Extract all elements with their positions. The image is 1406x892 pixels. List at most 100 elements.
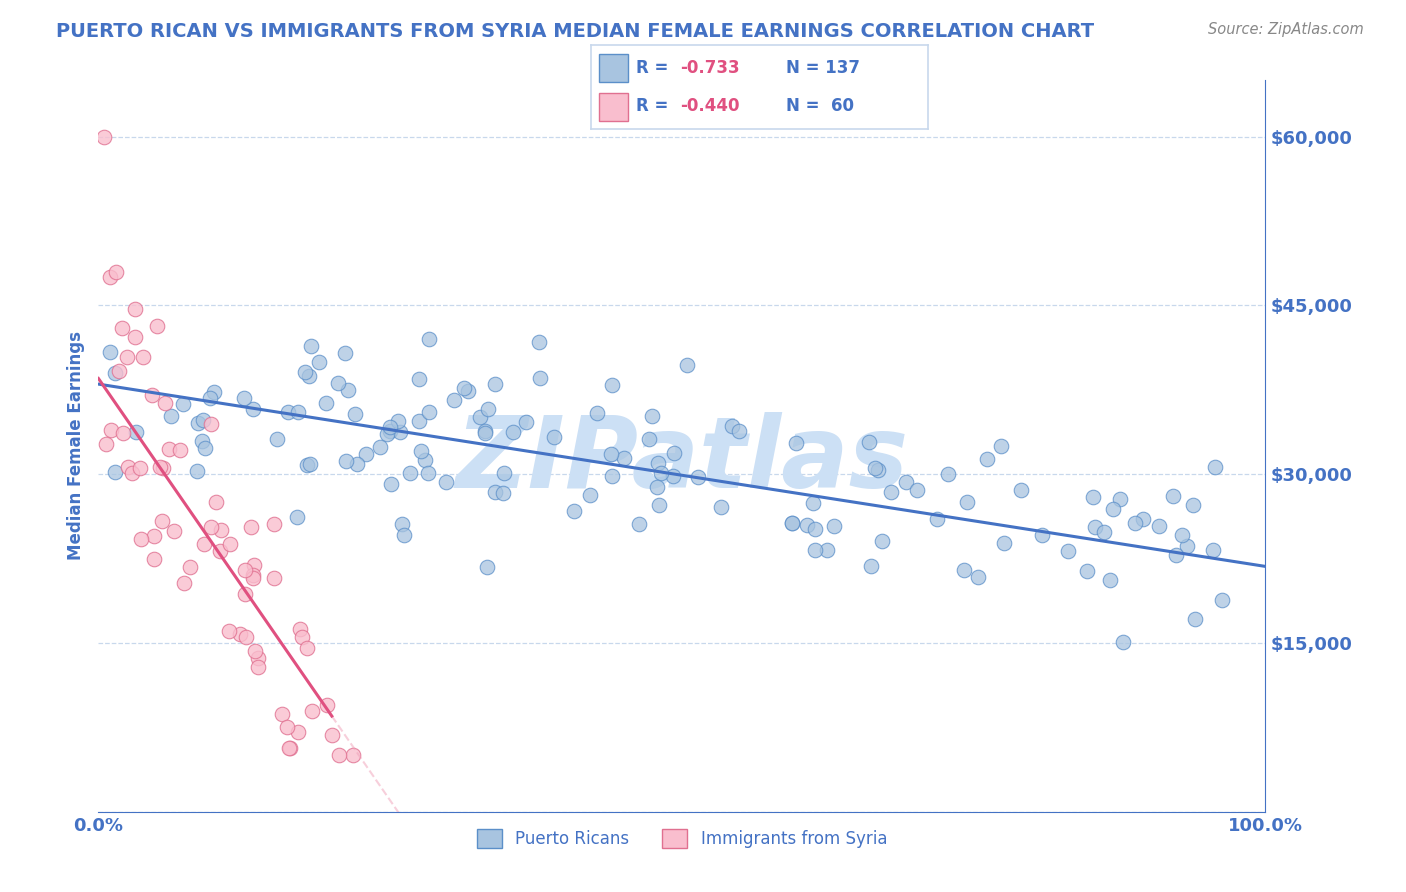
Point [191,413,214,427]
Point [104,465,127,479]
Point [152,461,174,475]
Point [149,460,172,475]
Text: -0.733: -0.733 [681,59,740,77]
Point [1010,483,1032,498]
Point [125,425,148,440]
Point [301,704,323,718]
Point [378,424,401,438]
Point [263,571,285,585]
Point [115,350,138,364]
Point [336,383,359,397]
Point [785,435,807,450]
Point [297,640,319,655]
Point [647,456,669,470]
Point [686,470,709,484]
Point [866,463,889,477]
Point [527,334,550,349]
Point [443,393,465,408]
Point [173,575,195,590]
Text: -0.440: -0.440 [681,97,740,115]
Point [219,536,242,550]
Point [298,457,321,471]
Point [562,504,585,518]
Point [200,520,222,534]
Point [801,496,824,510]
Point [796,517,818,532]
Point [328,376,350,390]
Point [387,414,409,428]
Point [278,740,301,755]
Y-axis label: Median Female Earnings: Median Female Earnings [66,332,84,560]
Point [408,414,430,428]
Point [100,423,122,437]
Point [235,630,257,644]
Point [1211,593,1233,607]
Point [803,522,825,536]
Point [218,624,240,638]
Point [1099,574,1122,588]
Point [1182,498,1205,512]
Point [418,466,440,480]
Point [160,409,183,424]
Point [263,517,285,532]
Point [375,427,398,442]
Text: Source: ZipAtlas.com: Source: ZipAtlas.com [1208,22,1364,37]
Point [200,417,222,432]
Point [243,558,266,572]
Point [815,543,838,558]
Point [163,524,186,538]
Point [287,405,309,419]
Point [246,660,269,674]
Point [121,466,143,480]
Point [291,631,314,645]
Point [662,446,685,460]
Point [194,441,217,455]
Point [647,480,669,494]
Point [129,532,152,546]
Point [228,627,250,641]
Point [1108,491,1130,506]
Point [143,552,166,566]
Point [1031,527,1053,541]
Point [124,330,146,344]
Point [343,407,366,421]
Point [276,720,298,734]
Point [186,464,208,478]
Point [242,402,264,417]
Point [650,467,672,481]
Point [299,339,322,353]
Point [1084,520,1107,534]
Point [204,385,226,400]
Point [484,485,506,500]
Point [1204,459,1226,474]
Point [870,534,893,549]
Point [129,461,152,475]
Point [502,425,524,439]
Point [1083,491,1105,505]
Point [1175,539,1198,553]
Point [391,516,413,531]
Point [346,457,368,471]
Point [492,466,515,480]
Point [335,454,357,468]
Legend: Puerto Ricans, Immigrants from Syria: Puerto Ricans, Immigrants from Syria [470,822,894,855]
Point [380,476,402,491]
Point [308,355,330,369]
Point [782,516,804,531]
Text: PUERTO RICAN VS IMMIGRANTS FROM SYRIA MEDIAN FEMALE EARNINGS CORRELATION CHART: PUERTO RICAN VS IMMIGRANTS FROM SYRIA ME… [56,22,1094,41]
Point [638,432,661,446]
Point [378,420,401,434]
Point [270,706,292,721]
Point [860,559,883,574]
Text: N =  60: N = 60 [786,97,855,115]
Point [721,418,744,433]
Point [287,725,309,739]
Text: ZIPatlas: ZIPatlas [456,412,908,509]
Point [956,495,979,509]
Text: R =: R = [636,97,668,115]
Point [169,442,191,457]
Point [408,372,430,386]
Point [586,406,609,420]
Point [1147,519,1170,533]
Point [927,512,949,526]
